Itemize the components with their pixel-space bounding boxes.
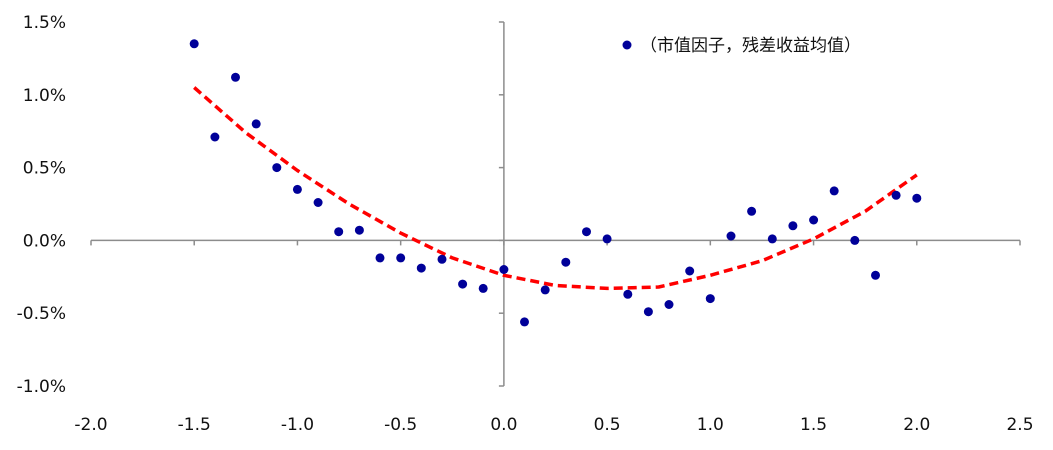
y-tick-label: -1.0% xyxy=(17,377,66,397)
scatter-point xyxy=(891,190,901,200)
scatter-point xyxy=(850,235,860,245)
scatter-point xyxy=(705,294,715,304)
scatter-point xyxy=(623,289,633,299)
scatter-point xyxy=(437,254,447,264)
scatter-point xyxy=(582,227,591,237)
legend-label: （市值因子，残差收益均值） xyxy=(640,36,861,56)
scatter-point xyxy=(272,163,282,173)
x-tick-label: 1.5 xyxy=(800,415,827,435)
x-tick-label: 0.0 xyxy=(490,415,517,435)
scatter-point xyxy=(809,215,819,225)
scatter-point xyxy=(561,257,571,267)
axes-layer: -2.0 -1.5 -1.0 -0.5 0.0 0.5 1.0 1.5 2.0 2.5 -1.0% -… xyxy=(17,13,1034,435)
legend-marker xyxy=(622,40,632,50)
scatter-point xyxy=(478,283,488,293)
scatter-point xyxy=(334,227,344,237)
scatter-point xyxy=(313,198,323,207)
scatter-point xyxy=(189,39,199,49)
scatter-point xyxy=(292,184,302,194)
x-tick-label: 2.5 xyxy=(1006,415,1033,435)
scatter-point xyxy=(643,307,653,317)
x-tick-label: -1.5 xyxy=(178,415,211,435)
trend-line xyxy=(193,86,918,291)
scatter-point xyxy=(396,253,406,263)
scatter-point xyxy=(231,72,240,82)
scatter-point xyxy=(416,263,426,273)
scatter-point xyxy=(788,221,798,231)
scatter-point xyxy=(375,253,385,263)
scatter-point xyxy=(664,300,674,309)
scatter-point xyxy=(871,270,880,280)
y-tick-label: 0.0% xyxy=(23,231,66,251)
scatter-point xyxy=(912,193,922,203)
scatter-point xyxy=(767,234,777,244)
x-tick-label: -1.0 xyxy=(281,415,314,435)
scatter-point xyxy=(726,231,736,241)
points-layer xyxy=(189,39,922,327)
scatter-point xyxy=(520,317,529,327)
y-tick-label: 0.5% xyxy=(23,159,66,179)
x-tick-label: 2.0 xyxy=(903,415,930,435)
scatter-point xyxy=(210,132,220,142)
y-tick-label: 1.5% xyxy=(23,13,66,33)
scatter-point xyxy=(458,279,468,289)
scatter-point xyxy=(602,234,612,244)
scatter-point xyxy=(829,186,839,196)
legend: （市值因子，残差收益均值） xyxy=(622,36,861,56)
scatter-point xyxy=(251,119,261,129)
x-tick-label: -0.5 xyxy=(384,415,417,435)
scatter-point xyxy=(685,266,695,276)
scatter-point xyxy=(747,206,757,216)
y-tick-label: -0.5% xyxy=(17,304,66,324)
x-tick-label: 0.5 xyxy=(594,415,621,435)
x-tick-label: 1.0 xyxy=(697,415,724,435)
scatter-point xyxy=(354,225,364,235)
y-tick-label: 1.0% xyxy=(23,86,66,106)
scatter-point xyxy=(540,285,550,295)
scatter-point xyxy=(499,265,509,274)
trend-line-layer xyxy=(193,86,918,291)
x-tick-label: -2.0 xyxy=(74,415,107,435)
